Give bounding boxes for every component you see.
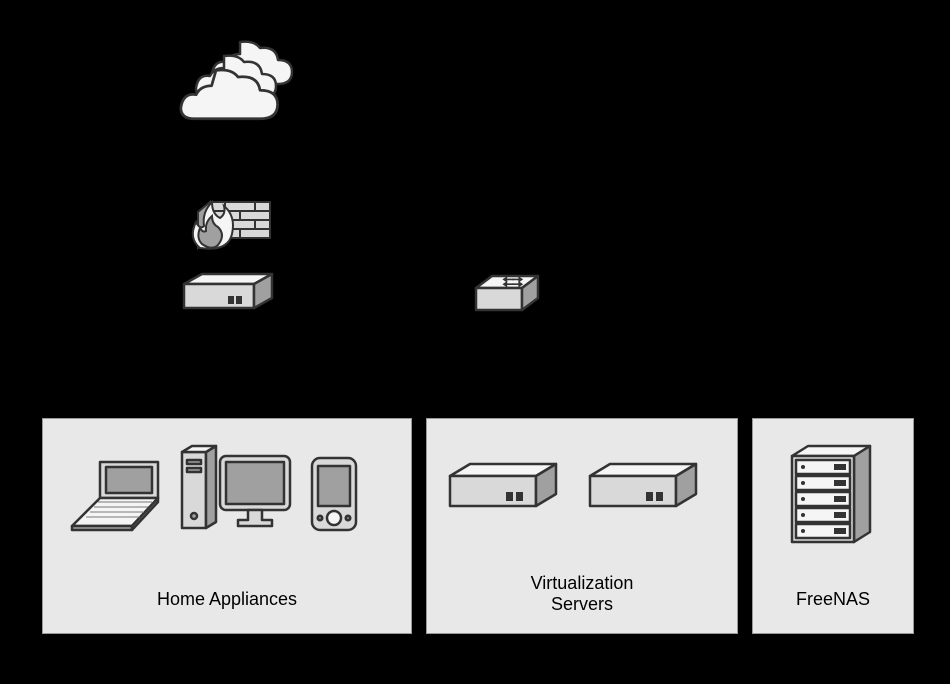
cloud-icon	[174, 36, 300, 128]
server-box-icon-1	[444, 458, 564, 514]
laptop-icon	[66, 456, 166, 534]
group-home-label: Home Appliances	[43, 589, 411, 610]
pda-icon	[308, 454, 362, 536]
switch-icon	[472, 268, 544, 318]
group-nas-label: FreeNAS	[753, 589, 913, 610]
server-box-icon-2	[584, 458, 704, 514]
desktop-icon	[176, 438, 296, 544]
group-virtualization-servers: Virtualization Servers	[426, 418, 738, 634]
firewall-icon	[180, 190, 276, 256]
server-rack-icon	[786, 440, 878, 548]
group-virt-label: Virtualization Servers	[427, 573, 737, 615]
router-icon	[178, 268, 278, 316]
